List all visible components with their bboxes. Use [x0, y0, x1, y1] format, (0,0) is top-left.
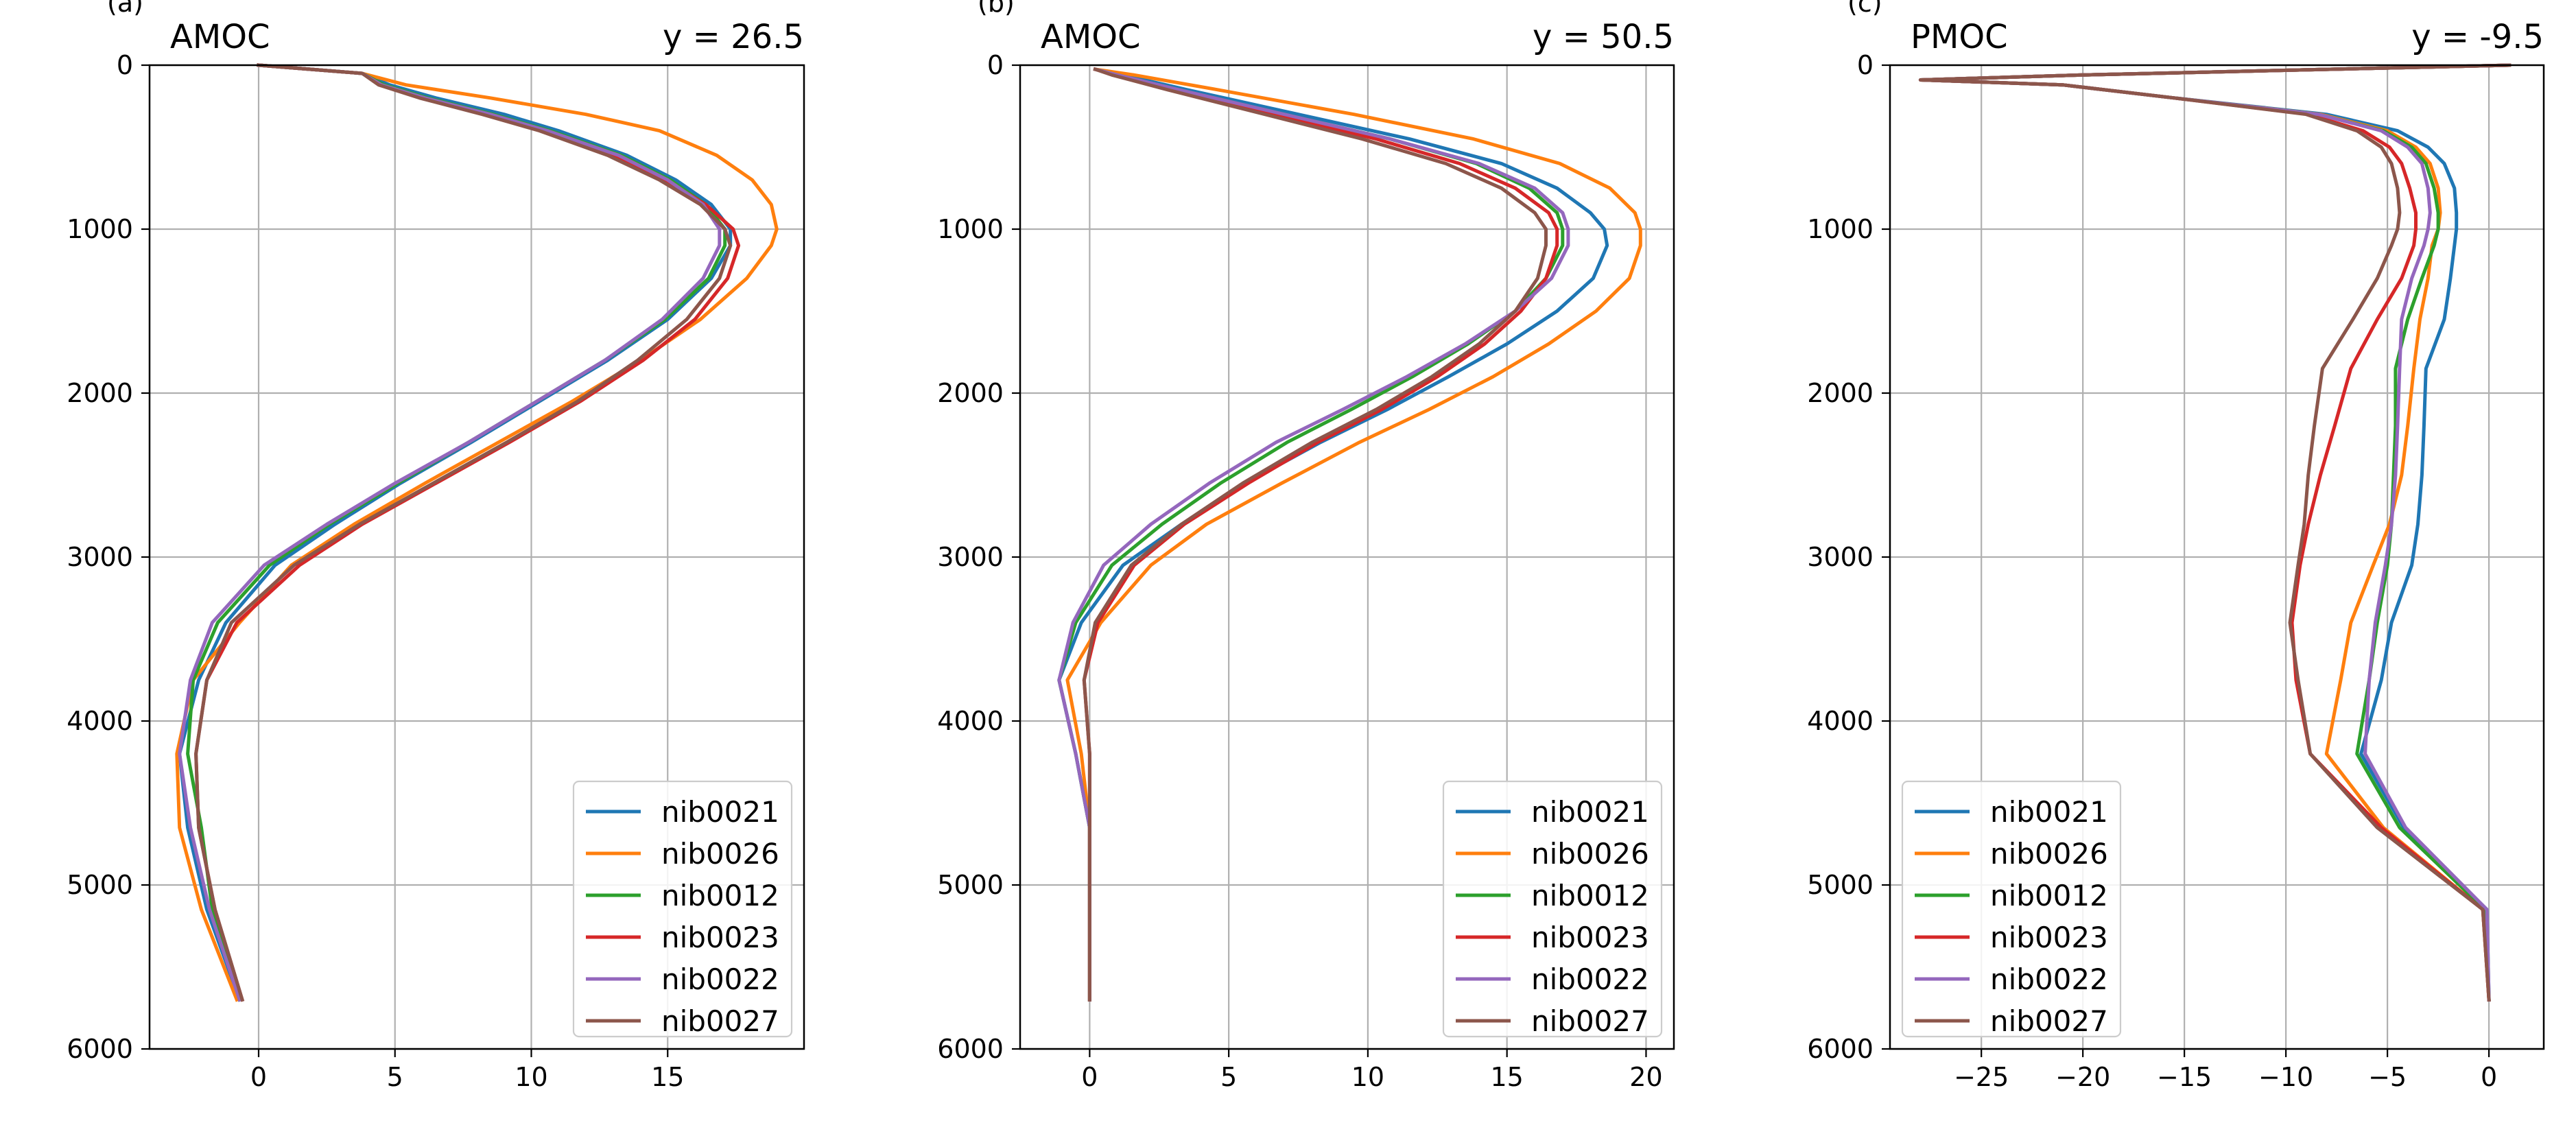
x-tick-label: −15: [2157, 1062, 2212, 1092]
series-line-nib0022: [1057, 67, 1570, 1002]
y-tick-label: 5000: [1807, 870, 1874, 900]
x-tick-label: 15: [651, 1062, 684, 1092]
y-tick-label: 6000: [1807, 1034, 1874, 1064]
series-line-nib0027: [194, 63, 733, 1002]
legend-label-nib0026: nib0026: [1531, 837, 1649, 871]
panel-3: −25 −20 −15 −10 −5 0 0 1000 2000 3000 4000 5000 6000…: [1807, 0, 2545, 1092]
y-tick-label: 1000: [937, 214, 1004, 244]
y-tick-label: 3000: [67, 542, 133, 572]
series-line-nib0027: [1082, 67, 1548, 1002]
series-line-nib0021: [178, 63, 733, 1002]
legend-label-nib0022: nib0022: [1990, 962, 2108, 996]
panel-title-right: y = 26.5: [663, 18, 804, 56]
legend-label-nib0023: nib0023: [1531, 921, 1649, 954]
panel-1: 0 5 10 15 0 1000 2000 3000 4000 5000 6000 AMOC y = 2…: [67, 0, 805, 1092]
x-tick-label: 5: [387, 1062, 403, 1092]
y-tick-label: 2000: [67, 378, 133, 408]
x-tick-label: 10: [1351, 1062, 1384, 1092]
legend-label-nib0026: nib0026: [661, 837, 779, 871]
y-tick-label: 1000: [1807, 214, 1874, 244]
series-line-nib0022: [178, 63, 722, 1002]
legend: nib0021 nib0026 nib0012 nib0023 nib0022 nib00…: [572, 780, 793, 1038]
legend-box: [1901, 780, 2122, 1038]
panel-letter: (b): [978, 0, 1015, 18]
legend-label-nib0021: nib0021: [661, 795, 779, 829]
legend-label-nib0022: nib0022: [661, 962, 779, 996]
legend-label-nib0021: nib0021: [1990, 795, 2108, 829]
x-tick-label: 0: [2481, 1062, 2497, 1092]
y-tick-label: 4000: [67, 706, 133, 736]
panel-letter: (a): [107, 0, 143, 18]
y-tick-label: 0: [1857, 50, 1874, 80]
legend-label-nib0012: nib0012: [1531, 879, 1649, 912]
x-tick-label: 0: [250, 1062, 267, 1092]
legend-label-nib0022: nib0022: [1531, 962, 1649, 996]
x-tick-label: −20: [2055, 1062, 2110, 1092]
legend: nib0021 nib0026 nib0012 nib0023 nib0022 nib00…: [1901, 780, 2122, 1038]
x-tick-label: 10: [515, 1062, 547, 1092]
panel-title-right: y = -9.5: [2411, 18, 2544, 56]
y-tick-label: 5000: [67, 870, 133, 900]
x-tick-label: −25: [1954, 1062, 2009, 1092]
y-tick-label: 6000: [67, 1034, 133, 1064]
legend-label-nib0023: nib0023: [1990, 921, 2108, 954]
legend-label-nib0027: nib0027: [661, 1004, 779, 1038]
legend-label-nib0021: nib0021: [1531, 795, 1649, 829]
y-tick-label: 0: [117, 50, 133, 80]
y-tick-label: 4000: [937, 706, 1004, 736]
y-tick-label: 1000: [67, 214, 133, 244]
x-tick-label: 5: [1220, 1062, 1237, 1092]
x-tick-label: 20: [1629, 1062, 1662, 1092]
x-tick-label: −5: [2368, 1062, 2407, 1092]
panel-title-left: AMOC: [170, 18, 270, 56]
legend-label-nib0012: nib0012: [1990, 879, 2108, 912]
y-tick-label: 6000: [937, 1034, 1004, 1064]
x-tick-label: −10: [2258, 1062, 2313, 1092]
legend-box: [572, 780, 793, 1038]
y-tick-label: 4000: [1807, 706, 1874, 736]
y-tick-label: 2000: [1807, 378, 1874, 408]
x-tick-label: 15: [1491, 1062, 1524, 1092]
legend-label-nib0027: nib0027: [1531, 1004, 1649, 1038]
x-tick-label: 0: [1081, 1062, 1098, 1092]
y-tick-label: 3000: [937, 542, 1004, 572]
series-line-nib0027: [1918, 63, 2512, 1002]
y-tick-label: 3000: [1807, 542, 1874, 572]
legend: nib0021 nib0026 nib0012 nib0023 nib0022 nib00…: [1442, 780, 1663, 1038]
legend-label-nib0026: nib0026: [1990, 837, 2108, 871]
series-line-nib0026: [1065, 67, 1642, 1002]
panel-title-left: AMOC: [1041, 18, 1141, 56]
legend-label-nib0027: nib0027: [1990, 1004, 2108, 1038]
panel-title-left: PMOC: [1911, 18, 2008, 56]
panel-title-right: y = 50.5: [1533, 18, 1674, 56]
legend-label-nib0012: nib0012: [661, 879, 779, 912]
y-tick-label: 5000: [937, 870, 1004, 900]
panel-letter: (c): [1847, 0, 1882, 18]
legend-label-nib0023: nib0023: [661, 921, 779, 954]
y-tick-label: 2000: [937, 378, 1004, 408]
legend-box: [1442, 780, 1663, 1038]
y-tick-label: 0: [987, 50, 1004, 80]
panel-2: 0 5 10 15 20 0 1000 2000 3000 4000 5000 6000 AMOC y =…: [937, 0, 1675, 1092]
